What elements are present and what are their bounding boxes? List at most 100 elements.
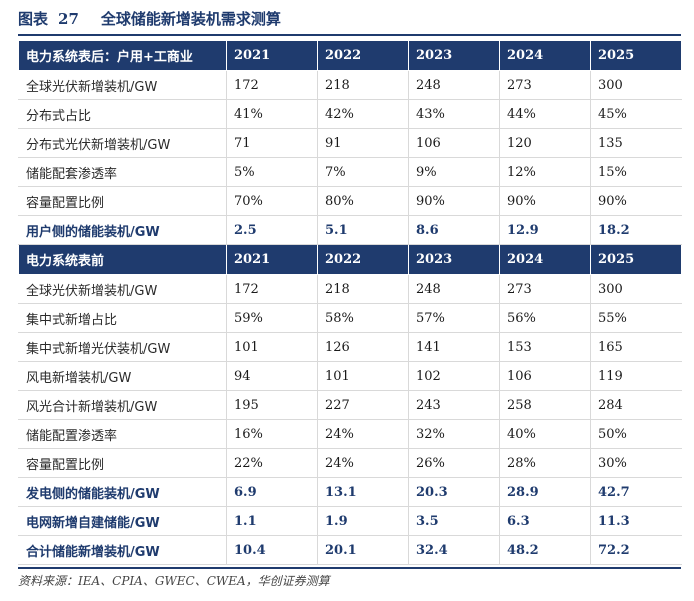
section-header-label: 电力系统表后：户用+工商业 [18, 40, 227, 71]
cell-value-2025: 42.7 [590, 477, 682, 507]
top-rule [18, 34, 681, 36]
cell-value-2023: 9% [408, 157, 500, 187]
year-header-2023: 2023 [408, 40, 500, 71]
table-body: 电力系统表后：户用+工商业 2021 2022 2023 2024 2025 全球光伏新增装… [18, 40, 682, 565]
cell-value-2024: 273 [499, 274, 591, 304]
cell-value-2023: 248 [408, 274, 500, 304]
cell-value-2022: 58% [317, 303, 409, 333]
cell-value-2022: 218 [317, 274, 409, 304]
cell-value-2022: 24% [317, 448, 409, 478]
storage-demand-table: 电力系统表后：户用+工商业 2021 2022 2023 2024 2025 全球光伏新增装… [18, 40, 682, 565]
cell-value-2021: 70% [226, 186, 318, 216]
row-label: 分布式光伏新增装机/GW [18, 128, 227, 158]
cell-value-2021: 94 [226, 361, 318, 391]
cell-value-2021: 195 [226, 390, 318, 420]
cell-value-2024: 6.3 [499, 506, 591, 536]
cell-value-2023: 3.5 [408, 506, 500, 536]
cell-value-2025: 11.3 [590, 506, 682, 536]
figure-title-text: 全球储能新增装机需求测算 [100, 10, 281, 28]
cell-value-2024: 40% [499, 419, 591, 449]
table-row: 集中式新增光伏装机/GW 101 126 141 153 165 [18, 332, 682, 362]
cell-value-2023: 8.6 [408, 215, 500, 245]
cell-value-2024: 56% [499, 303, 591, 333]
row-label: 分布式占比 [18, 99, 227, 129]
cell-value-2025: 50% [590, 419, 682, 449]
cell-value-2025: 15% [590, 157, 682, 187]
cell-value-2022: 24% [317, 419, 409, 449]
cell-value-2023: 106 [408, 128, 500, 158]
bottom-rule [18, 567, 681, 569]
cell-value-2024: 120 [499, 128, 591, 158]
cell-value-2021: 172 [226, 274, 318, 304]
cell-value-2024: 28.9 [499, 477, 591, 507]
cell-value-2022: 5.1 [317, 215, 409, 245]
cell-value-2021: 16% [226, 419, 318, 449]
row-label: 合计储能新增装机/GW [18, 535, 227, 565]
cell-value-2021: 172 [226, 70, 318, 100]
row-label: 容量配置比例 [18, 186, 227, 216]
table-row: 容量配置比例 22% 24% 26% 28% 30% [18, 448, 682, 478]
cell-value-2025: 119 [590, 361, 682, 391]
table-row: 储能配置渗透率 16% 24% 32% 40% 50% [18, 419, 682, 449]
cell-value-2021: 71 [226, 128, 318, 158]
table-row: 集中式新增占比 59% 58% 57% 56% 55% [18, 303, 682, 333]
row-label: 风光合计新增装机/GW [18, 390, 227, 420]
year-header-2022: 2022 [317, 40, 409, 71]
table-row: 容量配置比例 70% 80% 90% 90% 90% [18, 186, 682, 216]
year-header-2021: 2021 [226, 244, 318, 275]
year-header-2024: 2024 [499, 40, 591, 71]
row-label: 电网新增自建储能/GW [18, 506, 227, 536]
row-label: 储能配套渗透率 [18, 157, 227, 187]
cell-value-2023: 32% [408, 419, 500, 449]
cell-value-2025: 300 [590, 70, 682, 100]
cell-value-2025: 165 [590, 332, 682, 362]
cell-value-2025: 284 [590, 390, 682, 420]
cell-value-2022: 227 [317, 390, 409, 420]
cell-value-2024: 28% [499, 448, 591, 478]
cell-value-2023: 43% [408, 99, 500, 129]
cell-value-2025: 30% [590, 448, 682, 478]
cell-value-2022: 126 [317, 332, 409, 362]
cell-value-2023: 90% [408, 186, 500, 216]
cell-value-2024: 258 [499, 390, 591, 420]
cell-value-2021: 10.4 [226, 535, 318, 565]
cell-value-2025: 55% [590, 303, 682, 333]
cell-value-2025: 18.2 [590, 215, 682, 245]
table-row: 用户侧的储能装机/GW 2.5 5.1 8.6 12.9 18.2 [18, 215, 682, 245]
year-header-2022: 2022 [317, 244, 409, 275]
row-label: 集中式新增占比 [18, 303, 227, 333]
row-label: 集中式新增光伏装机/GW [18, 332, 227, 362]
table-row: 全球光伏新增装机/GW 172 218 248 273 300 [18, 70, 682, 100]
cell-value-2022: 13.1 [317, 477, 409, 507]
year-header-2025: 2025 [590, 244, 682, 275]
cell-value-2024: 106 [499, 361, 591, 391]
year-header-2021: 2021 [226, 40, 318, 71]
cell-value-2024: 273 [499, 70, 591, 100]
cell-value-2024: 90% [499, 186, 591, 216]
cell-value-2021: 41% [226, 99, 318, 129]
cell-value-2022: 20.1 [317, 535, 409, 565]
row-label: 发电侧的储能装机/GW [18, 477, 227, 507]
cell-value-2022: 91 [317, 128, 409, 158]
row-label: 全球光伏新增装机/GW [18, 274, 227, 304]
source-note: 资料来源：IEA、CPIA、GWEC、CWEA，华创证券测算 [18, 574, 330, 588]
cell-value-2023: 26% [408, 448, 500, 478]
cell-value-2023: 248 [408, 70, 500, 100]
cell-value-2024: 153 [499, 332, 591, 362]
cell-value-2022: 1.9 [317, 506, 409, 536]
cell-value-2023: 243 [408, 390, 500, 420]
cell-value-2025: 135 [590, 128, 682, 158]
row-label: 储能配置渗透率 [18, 419, 227, 449]
year-header-2023: 2023 [408, 244, 500, 275]
table-row: 电网新增自建储能/GW 1.1 1.9 3.5 6.3 11.3 [18, 506, 682, 536]
figure-number: 27 [58, 10, 79, 28]
table-row: 分布式光伏新增装机/GW 71 91 106 120 135 [18, 128, 682, 158]
cell-value-2021: 5% [226, 157, 318, 187]
cell-value-2025: 90% [590, 186, 682, 216]
row-label: 全球光伏新增装机/GW [18, 70, 227, 100]
table-row: 合计储能新增装机/GW 10.4 20.1 32.4 48.2 72.2 [18, 535, 682, 565]
cell-value-2022: 7% [317, 157, 409, 187]
section1-header-row: 电力系统表后：户用+工商业 2021 2022 2023 2024 2025 [18, 40, 682, 71]
year-header-2025: 2025 [590, 40, 682, 71]
table-row: 发电侧的储能装机/GW 6.9 13.1 20.3 28.9 42.7 [18, 477, 682, 507]
